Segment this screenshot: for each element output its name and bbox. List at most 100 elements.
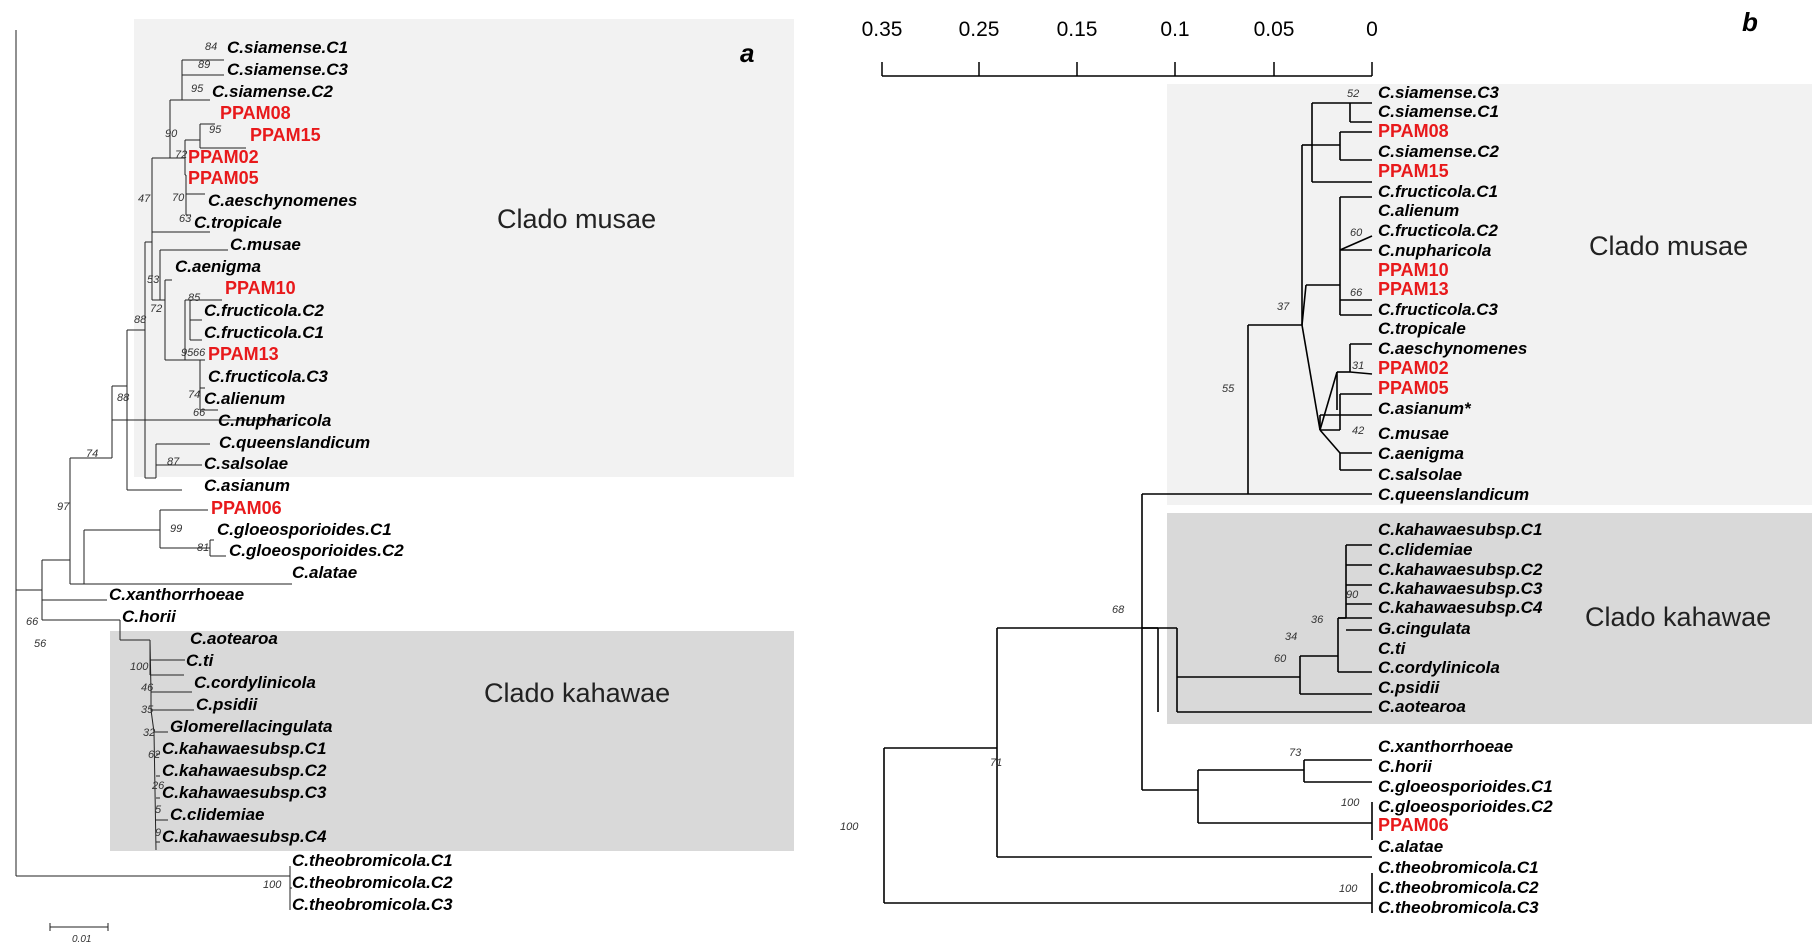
taxon-label: PPAM13	[1378, 279, 1449, 299]
taxon-label: C.aeschynomenes	[1378, 339, 1527, 358]
taxon-label: C.alienum	[204, 389, 285, 408]
tree-branch	[149, 639, 152, 693]
taxon-label: C.cordylinicola	[1378, 658, 1500, 677]
bootstrap-value: 88	[117, 392, 130, 404]
taxon-label: C.nupharicola	[218, 411, 331, 430]
taxon-label: C.kahawaesubsp.C3	[162, 783, 327, 802]
taxon-label: C.horii	[122, 607, 177, 626]
taxon-label: C.salsolae	[1378, 465, 1462, 484]
taxon-label: PPAM08	[220, 103, 291, 123]
bootstrap-value: 37	[1277, 301, 1290, 313]
clade-kahawae-label-b: Clado kahawae	[1585, 602, 1771, 632]
tree-branch	[1339, 235, 1373, 251]
taxon-label: C.theobromicola.C1	[292, 851, 453, 870]
taxon-label: PPAM06	[211, 498, 282, 518]
taxon-label: C.xanthorrhoeae	[1378, 737, 1513, 756]
taxon-label: C.fructicola.C3	[1378, 300, 1499, 319]
taxon-label: C.gloeosporioides.C2	[229, 541, 404, 560]
bootstrap-value: 5	[155, 804, 162, 816]
bootstrap-value: 62	[148, 749, 160, 761]
taxon-label: C.asianum*	[1378, 399, 1472, 418]
taxon-label: C.ti	[1378, 639, 1407, 658]
tree-branch	[1301, 284, 1307, 326]
taxon-label: C.fructicola.C1	[1378, 182, 1498, 201]
bootstrap-value: 31	[1352, 360, 1364, 372]
taxon-label: C.theobromicola.C3	[292, 895, 453, 914]
taxon-label: C.nupharicola	[1378, 241, 1491, 260]
taxon-label: PPAM06	[1378, 815, 1449, 835]
tree-edges-a	[15, 30, 292, 910]
bootstrap-value: 66	[193, 407, 206, 419]
clade-musae-label-a: Clado musae	[497, 204, 656, 234]
taxon-label: C.aenigma	[1378, 444, 1464, 463]
bootstrap-value: 35	[141, 704, 154, 716]
taxon-label: C.kahawaesubsp.C1	[162, 739, 326, 758]
taxon-label: PPAM10	[1378, 260, 1449, 280]
tree-branch	[1301, 324, 1321, 431]
panel-a: Clado musae Clado kahawae a C.siamense.C…	[15, 19, 794, 945]
bootstrap-value: 74	[188, 389, 200, 401]
bootstrap-value: 42	[1352, 425, 1364, 437]
taxon-label: PPAM10	[225, 278, 296, 298]
tree-branch	[1349, 371, 1373, 375]
bootstrap-value: 88	[134, 314, 147, 326]
taxon-label: C.kahawaesubsp.C2	[1378, 560, 1543, 579]
bootstrap-value: 34	[1285, 631, 1297, 643]
bootstrap-value: 100	[1341, 797, 1360, 809]
bootstrap-value: 47	[138, 193, 151, 205]
taxon-label: C.musae	[230, 235, 301, 254]
taxon-label: C.kahawaesubsp.C2	[162, 761, 327, 780]
taxon-label: C.aotearoa	[1378, 697, 1466, 716]
taxon-label: C.siamense.C1	[1378, 102, 1499, 121]
axis-tick-label: 0.25	[959, 18, 1000, 41]
clade-musae-box-b	[1167, 84, 1812, 505]
bootstrap-value: 90	[165, 128, 178, 140]
bootstrap-value: 95	[181, 347, 194, 359]
bootstrap-value: 100	[263, 879, 282, 891]
taxon-label: C.kahawaesubsp.C4	[1378, 598, 1543, 617]
taxon-label: PPAM02	[1378, 358, 1449, 378]
taxon-label: C.tropicale	[194, 213, 282, 232]
taxon-label: C.cordylinicola	[194, 673, 316, 692]
bootstrap-value: 32	[143, 727, 155, 739]
taxon-label: C.gloeosporioides.C2	[1378, 797, 1553, 816]
taxon-label: C.fructicola.C3	[208, 367, 329, 386]
bootstrap-value: 26	[151, 780, 165, 792]
clade-musae-label-b: Clado musae	[1589, 231, 1748, 261]
taxon-label: C.siamense.C1	[227, 38, 348, 57]
bootstrap-value: 52	[1347, 88, 1359, 100]
taxon-labels-a: C.siamense.C1 C.siamense.C3 C.siamense.C2 P…	[109, 38, 453, 914]
bootstrap-value: 60	[1350, 227, 1363, 239]
bootstrap-value: 90	[1346, 589, 1359, 601]
clade-kahawae-box-a	[110, 631, 794, 851]
taxon-label: PPAM08	[1378, 121, 1449, 141]
taxon-label: C.theobromicola.C1	[1378, 858, 1539, 877]
bootstrap-value: 60	[1274, 653, 1287, 665]
taxon-label: C.kahawaesubsp.C3	[1378, 579, 1543, 598]
taxon-label: C.kahawaesubsp.C1	[1378, 520, 1542, 539]
bootstrap-value: 71	[990, 757, 1002, 769]
tree-branch	[1319, 371, 1338, 431]
bootstrap-value: 100	[1339, 883, 1358, 895]
taxon-label: C.siamense.C2	[1378, 142, 1499, 161]
axis-tick-label: 0.15	[1057, 18, 1098, 41]
bootstrap-value: 72	[175, 149, 187, 161]
bootstrap-value: 68	[1112, 604, 1125, 616]
tree-branch	[1319, 429, 1341, 454]
taxon-label: PPAM05	[1378, 378, 1449, 398]
taxon-label: C.clidemiae	[1378, 540, 1473, 559]
clade-kahawae-label-a: Clado kahawae	[484, 678, 670, 708]
scale-bar-a: 0.01	[49, 923, 109, 945]
bootstrap-value: 66	[26, 616, 39, 628]
taxon-label: C.alatae	[1378, 837, 1443, 856]
bootstrap-value: 99	[170, 523, 182, 535]
bootstrap-value: 95	[191, 83, 204, 95]
taxon-label: C.psidii	[196, 695, 259, 714]
axis-tick-label: 0.05	[1254, 18, 1295, 41]
bootstrap-value: 85	[188, 292, 201, 304]
taxon-label: C.fructicola.C2	[1378, 221, 1499, 240]
bootstrap-value: 55	[1222, 383, 1235, 395]
taxon-label: C.theobromicola.C2	[1378, 878, 1539, 897]
